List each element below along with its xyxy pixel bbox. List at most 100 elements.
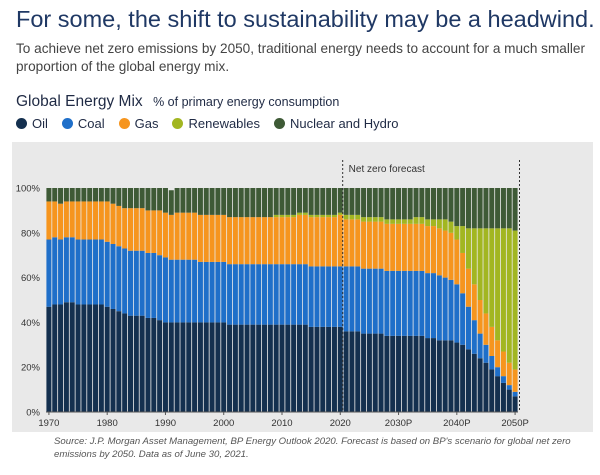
bar-segment-coal	[58, 239, 64, 305]
y-tick-label: 20%	[21, 363, 41, 374]
bar-segment-renewables	[489, 228, 495, 327]
bar-segment-oil	[209, 322, 215, 412]
bar-segment-gas	[256, 217, 262, 265]
bar-segment-nuclear-and-hydro	[98, 188, 104, 202]
chart-title: Global Energy Mix	[16, 93, 143, 110]
bar-segment-coal	[69, 237, 75, 303]
bar-segment-coal	[506, 385, 512, 390]
bar-segment-coal	[460, 293, 466, 345]
bar-segment-gas	[285, 217, 291, 265]
bar-segment-gas	[180, 212, 186, 260]
legend-label-coal: Coal	[77, 116, 105, 131]
bar-segment-oil	[157, 320, 163, 412]
bar-segment-nuclear-and-hydro	[285, 188, 291, 215]
bar-segment-coal	[349, 266, 355, 332]
bar-segment-renewables	[372, 217, 378, 222]
bar-segment-coal	[489, 356, 495, 370]
bar-segment-oil	[349, 331, 355, 412]
bar-segment-renewables	[471, 228, 477, 285]
subhead: To achieve net zero emissions by 2050, t…	[16, 41, 585, 74]
bar-segment-nuclear-and-hydro	[157, 188, 163, 211]
bar-segment-nuclear-and-hydro	[168, 190, 174, 215]
bar-segment-oil	[197, 322, 203, 412]
bar-segment-oil	[355, 331, 361, 412]
bar-segment-coal	[495, 367, 501, 377]
bar-segment-nuclear-and-hydro	[174, 188, 180, 213]
bar-segment-renewables	[314, 214, 320, 218]
bar-segment-nuclear-and-hydro	[512, 188, 518, 231]
bar-segment-oil	[145, 317, 151, 412]
bar-segment-gas	[69, 201, 75, 238]
bar-segment-oil	[302, 324, 308, 412]
bar-segment-oil	[75, 304, 81, 412]
bar-segment-renewables	[296, 212, 302, 215]
bar-segment-gas	[436, 228, 442, 276]
bar-segment-nuclear-and-hydro	[244, 188, 250, 218]
bar-segment-oil	[390, 335, 396, 412]
bar-segment-oil	[63, 302, 69, 412]
bar-segment-oil	[378, 333, 384, 412]
x-tick-label: 1990	[155, 418, 176, 429]
bar-segment-gas	[331, 217, 337, 267]
bar-segment-gas	[250, 217, 256, 265]
x-tick-label: 2000	[213, 418, 234, 429]
bar-segment-oil	[326, 326, 332, 412]
y-tick-label: 60%	[21, 273, 41, 284]
bar-segment-gas	[442, 230, 448, 278]
bar-segment-renewables	[431, 219, 437, 227]
bar-segment-coal	[302, 264, 308, 325]
bar-segment-gas	[93, 201, 99, 240]
bar-segment-coal	[401, 270, 407, 336]
bar-segment-gas	[232, 217, 238, 265]
bar-segment-oil	[442, 340, 448, 412]
legend-label-renewables: Renewables	[188, 116, 261, 131]
bar-segment-gas	[151, 210, 157, 253]
bar-segment-nuclear-and-hydro	[326, 188, 332, 215]
bar-segment-oil	[291, 324, 297, 412]
bar-segment-coal	[215, 261, 221, 323]
bar-segment-renewables	[349, 214, 355, 220]
bar-segment-coal	[209, 261, 215, 323]
bar-segment-nuclear-and-hydro	[448, 188, 454, 222]
bar-segment-oil	[401, 335, 407, 412]
bar-segment-oil	[296, 324, 302, 412]
bar-segment-nuclear-and-hydro	[500, 188, 506, 229]
bar-segment-coal	[186, 259, 192, 323]
bar-segment-coal	[133, 250, 139, 316]
bar-segment-coal	[343, 266, 349, 332]
bar-segment-nuclear-and-hydro	[215, 188, 221, 215]
bar-segment-coal	[267, 264, 273, 325]
bar-segment-renewables	[419, 217, 425, 224]
bar-segment-nuclear-and-hydro	[104, 188, 110, 202]
bar-segment-oil	[250, 324, 256, 412]
bar-segment-coal	[122, 248, 128, 314]
bar-segment-renewables	[495, 228, 501, 341]
bar-segment-oil	[506, 389, 512, 412]
bar-segment-coal	[291, 264, 297, 325]
bar-segment-nuclear-and-hydro	[139, 188, 145, 209]
bar-segment-gas	[384, 223, 390, 271]
bar-segment-gas	[122, 208, 128, 249]
bar-segment-gas	[267, 217, 273, 265]
bar-segment-gas	[227, 217, 233, 265]
bar-segment-coal	[431, 273, 437, 339]
legend-item-oil: Oil	[16, 116, 48, 131]
bar-segment-oil	[489, 369, 495, 412]
bar-segment-coal	[63, 237, 69, 303]
bar-segment-oil	[273, 324, 279, 412]
bar-segment-renewables	[343, 214, 349, 220]
bar-segment-oil	[500, 382, 506, 412]
bar-segment-oil	[279, 324, 285, 412]
bar-segment-coal	[256, 264, 262, 325]
bar-segment-gas	[262, 217, 268, 265]
bar-segment-nuclear-and-hydro	[308, 188, 314, 215]
bar-segment-gas	[168, 214, 174, 260]
bar-segment-gas	[314, 217, 320, 267]
bar-segment-renewables	[500, 228, 506, 352]
bar-segment-nuclear-and-hydro	[221, 188, 227, 215]
bar-segment-renewables	[337, 212, 343, 215]
y-tick-label: 0%	[26, 408, 40, 419]
bar-segment-coal	[87, 239, 93, 305]
bar-segment-oil	[46, 306, 52, 412]
bar-segment-gas	[448, 232, 454, 280]
